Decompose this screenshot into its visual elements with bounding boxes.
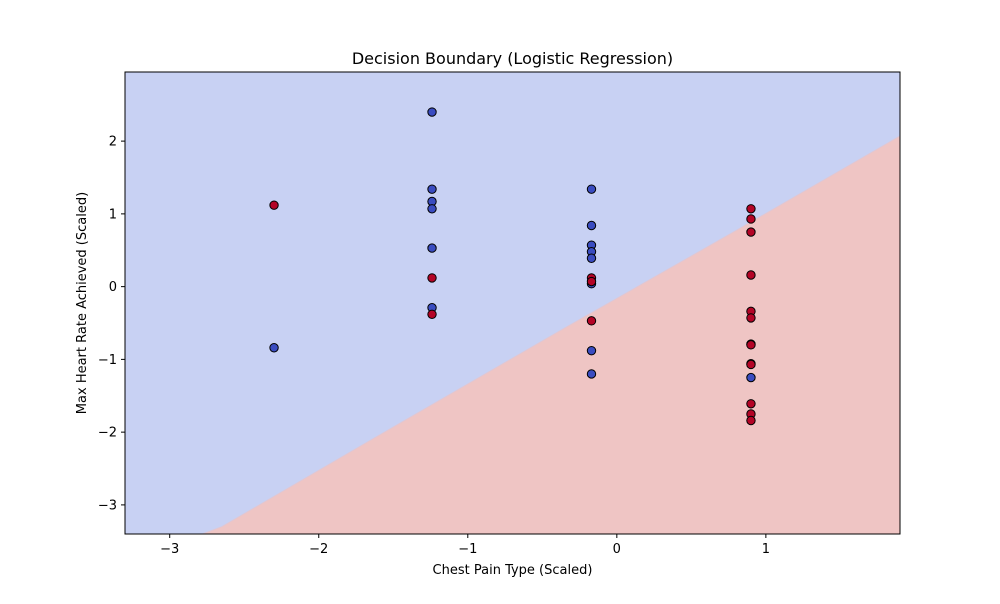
point-class-1 xyxy=(269,200,279,210)
point-class-1 xyxy=(746,227,756,237)
x-tick-label: −1 xyxy=(458,542,477,557)
point-class-0 xyxy=(586,220,597,231)
point-class-0 xyxy=(586,184,597,194)
x-tick-label: −3 xyxy=(160,542,179,557)
point-class-1 xyxy=(746,270,756,280)
point-class-0 xyxy=(427,243,437,253)
y-tick-label: 2 xyxy=(109,135,117,150)
point-class-1 xyxy=(746,359,756,370)
x-axis-label: Chest Pain Type (Scaled) xyxy=(433,563,593,578)
point-class-0 xyxy=(586,369,597,379)
point-class-0 xyxy=(269,343,279,353)
chart-title: Decision Boundary (Logistic Regression) xyxy=(352,49,673,68)
x-tick-label: 0 xyxy=(613,542,621,557)
point-class-1 xyxy=(427,273,437,283)
decision-boundary-line xyxy=(201,135,900,534)
point-class-1 xyxy=(746,340,756,350)
point-class-1 xyxy=(746,415,756,426)
point-class-0 xyxy=(586,345,597,356)
plot-area xyxy=(125,72,900,534)
region-class-0 xyxy=(125,72,900,534)
point-class-1 xyxy=(427,309,437,319)
region-class-1 xyxy=(202,136,900,534)
y-tick-label: −1 xyxy=(98,353,117,368)
y-tick-label: −3 xyxy=(98,498,117,513)
point-class-0 xyxy=(746,372,756,383)
point-class-0 xyxy=(427,184,437,194)
point-class-1 xyxy=(586,316,597,326)
y-tick-label: −2 xyxy=(98,426,117,441)
point-class-0 xyxy=(427,107,437,117)
axes: −3 −2 −1 0 1 −3 −2 −1 0 1 2 xyxy=(98,135,770,557)
point-class-0 xyxy=(427,204,437,214)
x-tick-label: −2 xyxy=(309,542,328,557)
plot-frame xyxy=(124,71,901,535)
y-tick-label: 1 xyxy=(109,207,117,222)
y-axis-label: Max Heart Rate Achieved (Scaled) xyxy=(75,192,90,414)
point-class-0 xyxy=(586,253,597,263)
point-class-1 xyxy=(746,313,756,323)
point-class-1 xyxy=(746,399,756,409)
point-class-1 xyxy=(746,214,756,224)
x-tick-label: 1 xyxy=(762,542,770,557)
point-class-1 xyxy=(746,204,756,214)
y-tick-label: 0 xyxy=(109,280,117,295)
point-class-1 xyxy=(586,276,597,287)
